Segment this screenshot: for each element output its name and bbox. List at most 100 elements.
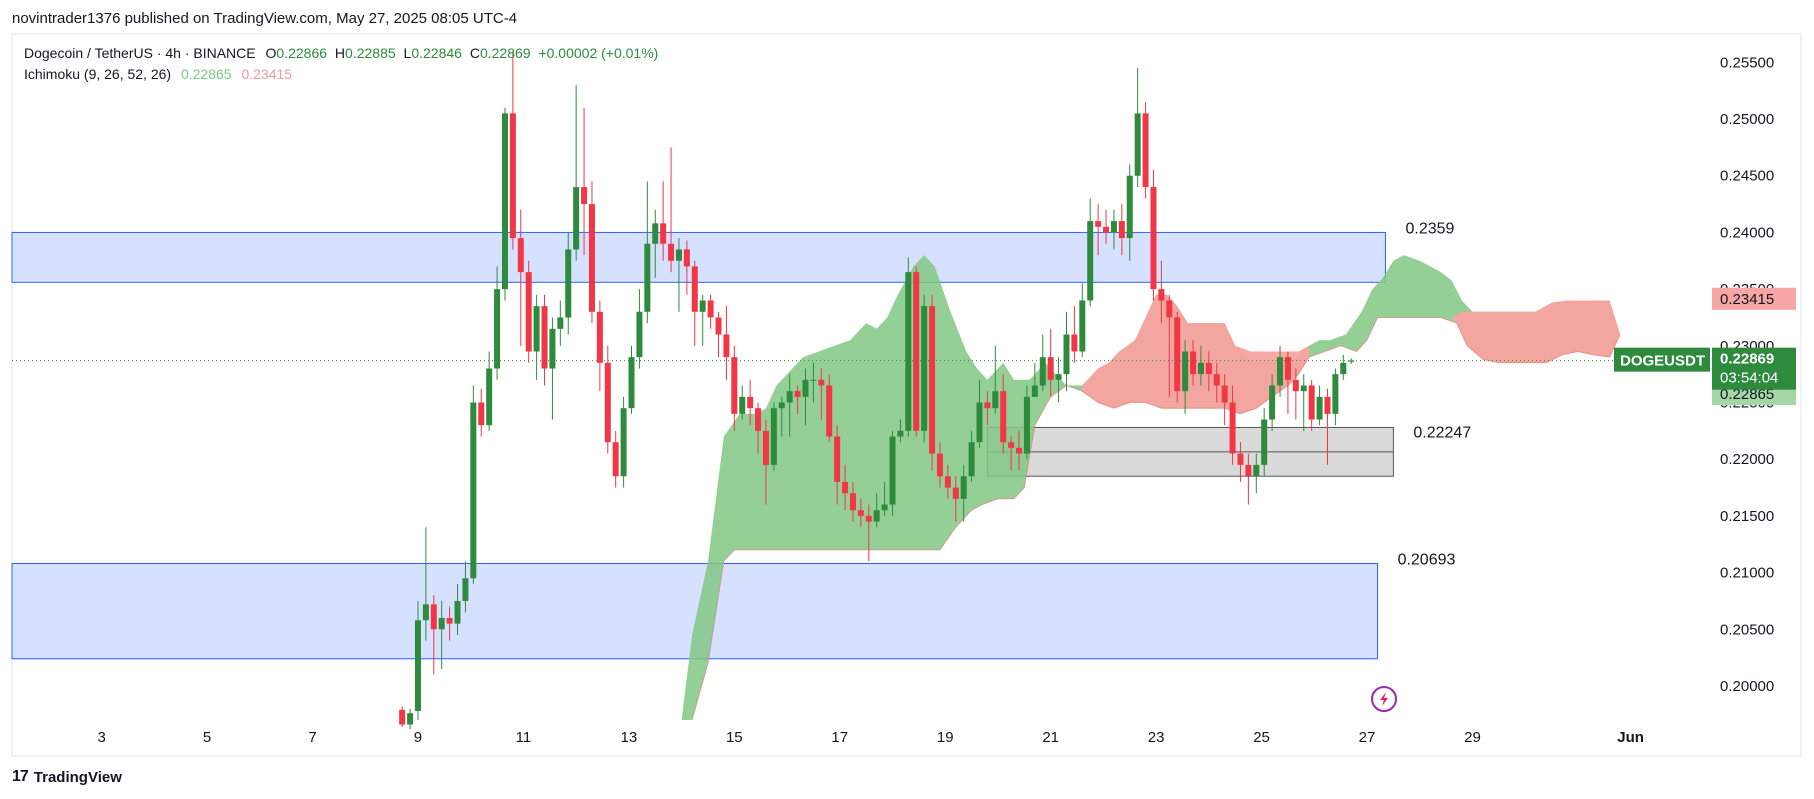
- candle[interactable]: [755, 402, 762, 454]
- candle[interactable]: [873, 493, 880, 528]
- candle[interactable]: [1205, 351, 1212, 392]
- candle[interactable]: [1324, 388, 1331, 465]
- candle[interactable]: [1292, 368, 1299, 420]
- candle[interactable]: [525, 260, 532, 363]
- candle[interactable]: [581, 107, 588, 256]
- candle[interactable]: [533, 294, 540, 380]
- candle[interactable]: [1110, 209, 1117, 250]
- candle[interactable]: [1221, 374, 1228, 426]
- candle[interactable]: [1269, 374, 1276, 431]
- candle[interactable]: [668, 147, 675, 273]
- candle[interactable]: [1118, 204, 1125, 256]
- candle[interactable]: [414, 600, 421, 720]
- candle[interactable]: [834, 425, 841, 505]
- candle[interactable]: [1126, 164, 1133, 261]
- candle[interactable]: [620, 396, 627, 488]
- candle[interactable]: [1190, 340, 1197, 386]
- candle[interactable]: [462, 561, 469, 613]
- candle[interactable]: [984, 391, 991, 426]
- candle[interactable]: [1332, 368, 1339, 426]
- candle[interactable]: [1182, 340, 1189, 414]
- candle[interactable]: [446, 606, 453, 641]
- candle[interactable]: [818, 368, 825, 420]
- candle[interactable]: [747, 379, 754, 426]
- candle[interactable]: [1253, 453, 1260, 494]
- candle[interactable]: [486, 351, 493, 431]
- candle[interactable]: [849, 481, 856, 522]
- candle[interactable]: [517, 209, 524, 346]
- candle[interactable]: [438, 600, 445, 669]
- candle[interactable]: [1087, 198, 1094, 307]
- candle[interactable]: [1063, 311, 1070, 392]
- candle[interactable]: [454, 583, 461, 635]
- candle[interactable]: [1008, 436, 1015, 471]
- candle[interactable]: [913, 266, 920, 437]
- candle[interactable]: [810, 362, 817, 403]
- candle[interactable]: [1000, 374, 1007, 454]
- candle[interactable]: [992, 345, 999, 414]
- candle[interactable]: [399, 706, 406, 727]
- candle[interactable]: [1047, 328, 1054, 397]
- candle[interactable]: [1284, 351, 1291, 414]
- candle[interactable]: [865, 504, 872, 562]
- candle[interactable]: [1174, 311, 1181, 403]
- candle[interactable]: [604, 345, 611, 454]
- candle[interactable]: [1031, 362, 1038, 397]
- candle[interactable]: [422, 527, 429, 641]
- candle[interactable]: [897, 419, 904, 443]
- candle[interactable]: [478, 388, 485, 437]
- candle[interactable]: [1316, 385, 1323, 426]
- candle[interactable]: [770, 402, 777, 471]
- candle[interactable]: [430, 595, 437, 675]
- candle[interactable]: [1340, 354, 1347, 380]
- tradingview-logo[interactable]: 17 TradingView: [12, 768, 122, 786]
- candle[interactable]: [541, 294, 548, 386]
- candle[interactable]: [905, 257, 912, 437]
- candle[interactable]: [929, 294, 936, 471]
- candle[interactable]: [407, 708, 414, 730]
- candle[interactable]: [1308, 379, 1315, 431]
- candle[interactable]: [731, 345, 738, 431]
- candle[interactable]: [660, 181, 667, 261]
- legend-indicator[interactable]: Ichimoku (9, 26, 52, 26): [24, 66, 172, 82]
- x-axis[interactable]: 3 5 7 9 11 13 15 17 19 21 23 25 27 29 Jun: [97, 729, 1644, 746]
- candle[interactable]: [1300, 374, 1307, 431]
- candle[interactable]: [1150, 170, 1157, 301]
- candle[interactable]: [1237, 442, 1244, 482]
- candle[interactable]: [794, 385, 801, 414]
- candle[interactable]: [573, 85, 580, 261]
- candle[interactable]: [944, 464, 951, 499]
- candle[interactable]: [1229, 385, 1236, 465]
- candle[interactable]: [762, 419, 769, 505]
- candle[interactable]: [1039, 334, 1046, 392]
- candle[interactable]: [1158, 260, 1165, 324]
- candle[interactable]: [889, 430, 896, 516]
- candle[interactable]: [976, 379, 983, 448]
- candle[interactable]: [1166, 294, 1173, 397]
- candle[interactable]: [557, 300, 564, 346]
- candle[interactable]: [1023, 385, 1030, 460]
- candle[interactable]: [936, 442, 943, 488]
- candle[interactable]: [857, 498, 864, 528]
- candles-layer[interactable]: [399, 51, 1355, 730]
- candle[interactable]: [509, 51, 516, 250]
- candle[interactable]: [565, 232, 572, 335]
- candle[interactable]: [596, 300, 603, 392]
- candle[interactable]: [802, 368, 809, 426]
- candle[interactable]: [1103, 209, 1110, 244]
- candle[interactable]: [1142, 102, 1149, 199]
- candle[interactable]: [612, 430, 619, 488]
- candle[interactable]: [683, 240, 690, 295]
- candle[interactable]: [675, 238, 682, 312]
- candle[interactable]: [723, 306, 730, 380]
- candle[interactable]: [652, 209, 659, 278]
- candle[interactable]: [1071, 306, 1078, 363]
- resistance-zone[interactable]: [11, 231, 1386, 283]
- candle[interactable]: [588, 181, 595, 324]
- candle[interactable]: [715, 311, 722, 358]
- candle[interactable]: [636, 289, 643, 369]
- candle[interactable]: [968, 430, 975, 482]
- candle[interactable]: [494, 266, 501, 380]
- symbol-badge[interactable]: [1614, 347, 1710, 372]
